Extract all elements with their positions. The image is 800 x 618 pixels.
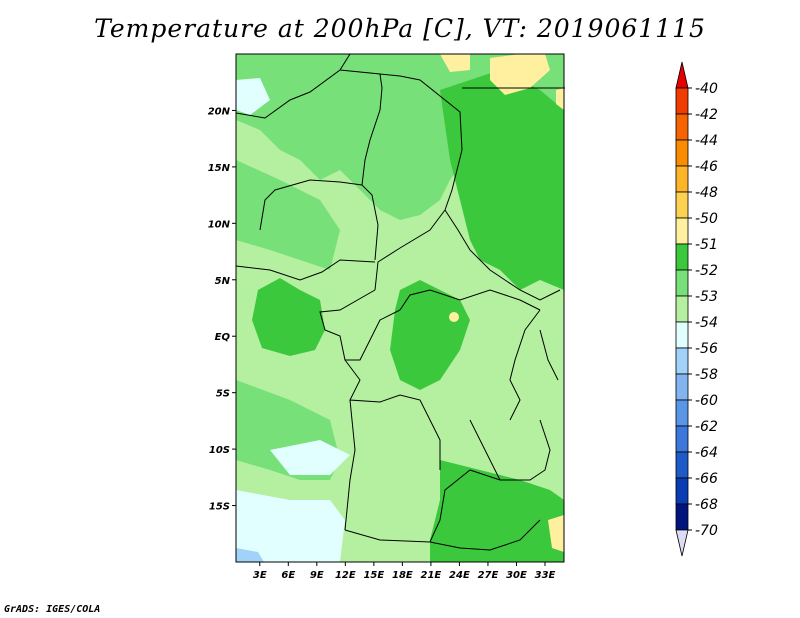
map-frame [235, 53, 565, 563]
colorbar-swatch [675, 87, 689, 115]
lat-tick-label: 10N [208, 219, 231, 230]
lon-tick-label: 33E [535, 570, 556, 581]
colorbar-label: -62 [695, 419, 718, 435]
lat-tick-label: 15S [209, 502, 230, 513]
colorbar-swatch [675, 321, 689, 349]
latitude-axis: 20N 15N 10N 5N EQ 5S 10S 15S [208, 106, 236, 513]
colorbar-label: -44 [695, 133, 718, 149]
lon-tick-label: 15E [363, 570, 384, 581]
warm-spot-central [449, 312, 459, 322]
warm-patch-north-3 [556, 88, 564, 110]
colorbar-label: -46 [695, 159, 718, 175]
colorbar-swatch [675, 191, 689, 219]
colorbar-label: -51 [695, 237, 718, 253]
lat-tick-label: EQ [215, 332, 231, 343]
map-title: Temperature at 200hPa [C], VT: 201906111… [94, 14, 706, 43]
colorbar-swatch [675, 217, 689, 245]
lon-tick-label: 9E [310, 570, 324, 581]
lat-tick-label: 10S [209, 445, 230, 456]
cold-corner [236, 548, 264, 562]
colorbar: -40 -42 -44 -46 -48 -50 -51 -52 -53 -54 -56 -58 -60 -… [675, 61, 718, 557]
darker-green-west [252, 278, 325, 356]
lon-tick-label: 3E [253, 570, 267, 581]
colorbar-swatch [675, 451, 689, 479]
colorbar-swatch [675, 503, 689, 531]
colorbar-swatch [675, 295, 689, 323]
colorbar-swatch [675, 347, 689, 375]
colorbar-swatch [675, 165, 689, 193]
lon-tick-label: 6E [281, 570, 295, 581]
colorbar-label: -48 [695, 185, 718, 201]
darker-green-east [440, 70, 564, 290]
lon-tick-label: 12E [335, 570, 356, 581]
colorbar-label: -70 [695, 523, 718, 539]
colorbar-label: -54 [695, 315, 718, 331]
colorbar-swatch [675, 113, 689, 141]
cool-region-southwest [236, 490, 345, 562]
longitude-axis: 3E 6E 9E 12E 15E 18E 21E 24E 27E 30E 33E [253, 562, 556, 581]
lon-tick-label: 18E [392, 570, 413, 581]
colorbar-swatch [675, 477, 689, 505]
colorbar-label: -42 [695, 107, 718, 123]
colorbar-swatch [675, 139, 689, 167]
darker-green-central [390, 280, 470, 390]
warm-patch-north-2 [490, 54, 550, 95]
lat-tick-label: 5N [215, 276, 231, 287]
warm-patch-south [548, 515, 564, 552]
colorbar-swatch [675, 243, 689, 271]
lon-tick-label: 30E [506, 570, 527, 581]
colorbar-label: -64 [695, 445, 718, 461]
colorbar-label: -60 [695, 393, 718, 409]
colorbar-swatch [675, 373, 689, 401]
lon-tick-label: 27E [478, 570, 499, 581]
colorbar-label: -66 [695, 471, 718, 487]
lon-tick-label: 21E [421, 570, 442, 581]
colorbar-label: -40 [695, 81, 718, 97]
colorbar-label: -50 [695, 211, 718, 227]
colorbar-swatch [675, 61, 689, 89]
colorbar-swatch [675, 529, 689, 557]
colorbar-label: -53 [695, 289, 718, 305]
colorbar-label: -68 [695, 497, 718, 513]
lat-tick-label: 15N [208, 163, 231, 174]
lat-tick-label: 20N [208, 106, 231, 117]
cool-patch-south [270, 440, 350, 475]
colorbar-swatch [675, 399, 689, 427]
cool-patch-northwest [236, 78, 270, 115]
lat-tick-label: 5S [216, 389, 230, 400]
colorbar-label: -58 [695, 367, 718, 383]
colorbar-swatch [675, 425, 689, 453]
light-green-middle [236, 160, 340, 270]
credit-text: GrADS: IGES/COLA [4, 604, 101, 615]
colorbar-label: -52 [695, 263, 718, 279]
colorbar-label: -56 [695, 341, 718, 357]
warm-patch-north-1 [440, 54, 470, 72]
colorbar-swatch [675, 269, 689, 297]
darker-green-southeast [430, 460, 564, 562]
lon-tick-label: 24E [449, 570, 470, 581]
